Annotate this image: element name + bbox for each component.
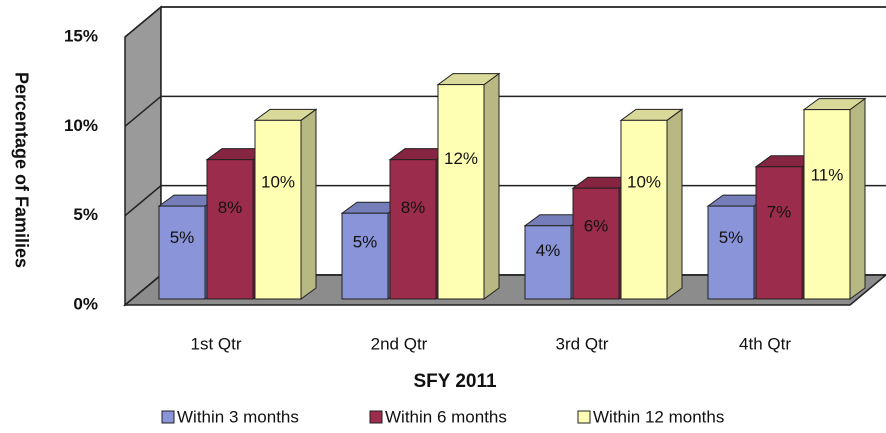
- legend-swatch: [369, 410, 383, 424]
- y-tick-label: 5%: [73, 205, 98, 224]
- x-axis-title: SFY 2011: [413, 371, 497, 392]
- side-wall: [124, 5, 162, 307]
- value-label: 6%: [584, 216, 609, 235]
- bar: [707, 205, 755, 300]
- value-label: 5%: [170, 228, 195, 247]
- y-tick-label: 0%: [73, 294, 98, 313]
- bar: [341, 212, 389, 300]
- bar: [158, 205, 206, 300]
- bar: [206, 159, 254, 300]
- x-tick-label: 4th Qtr: [739, 334, 791, 353]
- bar: [803, 109, 851, 300]
- legend-label: Within 12 months: [593, 407, 724, 426]
- value-label: 7%: [767, 203, 792, 222]
- value-label: 10%: [627, 172, 661, 191]
- legend-swatch: [161, 410, 175, 424]
- value-label: 12%: [444, 149, 478, 168]
- bar: [389, 159, 437, 300]
- bar-side: [666, 108, 683, 300]
- value-label: 8%: [401, 198, 426, 217]
- legend-swatch: [577, 410, 591, 424]
- bar-side: [483, 72, 500, 300]
- value-label: 5%: [353, 233, 378, 252]
- value-label: 8%: [218, 198, 243, 217]
- bar: [755, 166, 803, 300]
- bar-side: [849, 97, 866, 300]
- x-tick-label: 2nd Qtr: [371, 334, 428, 353]
- y-tick-label: 10%: [64, 116, 98, 135]
- value-label: 4%: [536, 241, 561, 260]
- bar: [572, 187, 620, 300]
- bar-side: [300, 108, 317, 300]
- value-label: 10%: [261, 172, 295, 191]
- legend-label: Within 3 months: [177, 407, 299, 426]
- x-tick-label: 1st Qtr: [190, 334, 241, 353]
- legend-label: Within 6 months: [385, 407, 507, 426]
- value-label: 5%: [719, 228, 744, 247]
- bar: [524, 225, 572, 300]
- y-tick-label: 15%: [64, 26, 98, 45]
- value-label: 11%: [811, 165, 844, 184]
- grid-line: [124, 95, 886, 127]
- bar: [437, 84, 485, 300]
- y-axis-title: Percentage of Families: [11, 72, 31, 268]
- grid-line: [124, 6, 886, 38]
- x-tick-label: 3rd Qtr: [556, 334, 609, 353]
- bar: [254, 119, 302, 300]
- bar: [620, 119, 668, 300]
